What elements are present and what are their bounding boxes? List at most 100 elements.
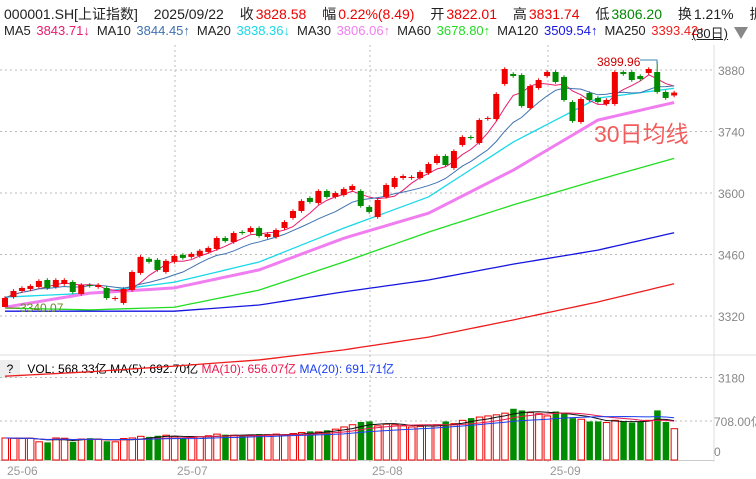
volume-bar — [35, 441, 43, 461]
volume-bar — [645, 419, 653, 461]
vol-axis-label: 0 — [714, 445, 721, 459]
candle — [154, 259, 161, 270]
volume-bar — [239, 435, 246, 460]
candle — [247, 227, 254, 232]
volume-bar — [281, 434, 289, 461]
ma-label: MA30 — [297, 23, 335, 38]
volume-bar — [247, 434, 255, 461]
candle — [594, 97, 601, 102]
turnover-label: 换 — [677, 6, 692, 22]
candle — [467, 136, 474, 139]
volume-bar — [510, 408, 517, 460]
ma-value-ma5: 3843.71↓ — [36, 23, 90, 38]
ma-value-ma120: 3509.54↑ — [543, 23, 598, 38]
candle — [86, 284, 93, 286]
candle — [27, 285, 34, 289]
volume-bar — [26, 437, 35, 461]
low-value: 3806.20 — [611, 6, 662, 22]
candle — [391, 177, 398, 187]
dropdown-triangle-icon[interactable] — [734, 27, 748, 39]
candle — [518, 75, 525, 106]
candle — [561, 76, 568, 101]
volume-bar — [467, 418, 475, 460]
volume-bar — [103, 441, 111, 460]
volume-bar — [86, 438, 94, 460]
candle — [603, 100, 610, 105]
volume-bar — [628, 422, 636, 460]
candle — [196, 250, 203, 256]
volume-bar — [145, 436, 153, 460]
ma-value-ma20: 3838.36↓ — [236, 23, 291, 38]
volume-bar — [60, 437, 69, 461]
candle — [417, 172, 424, 178]
help-button[interactable]: ? — [0, 360, 20, 378]
volume-bar — [577, 418, 585, 461]
candle — [442, 155, 449, 165]
index-code: 000001.SH[上证指数] — [4, 6, 138, 22]
vol-axis-label: 708.00亿 — [714, 414, 756, 429]
volume-bar — [662, 421, 670, 460]
candle — [281, 221, 288, 228]
candle — [408, 176, 415, 178]
volume-bar — [374, 425, 382, 461]
change-value: 0.22%(8.49) — [338, 6, 415, 22]
candle — [179, 254, 186, 258]
candle — [289, 210, 296, 218]
volume-bar — [348, 424, 357, 461]
candle — [476, 119, 483, 143]
vol-ma-line-10 — [4, 412, 675, 441]
volume-bar — [526, 412, 535, 461]
candle — [61, 279, 68, 284]
volume-bar — [654, 410, 661, 460]
ma-line-ma30 — [4, 101, 675, 309]
candle — [213, 237, 220, 249]
volume-bar — [323, 430, 331, 460]
y-axis-label: 3880 — [718, 64, 745, 78]
candle — [586, 93, 593, 101]
volume-bar — [637, 421, 644, 460]
y-axis-label: 3740 — [718, 126, 745, 140]
volume-bar — [213, 433, 221, 461]
ma-value-ma250: 3393.42↑ — [651, 23, 705, 38]
candle — [425, 164, 432, 173]
candle — [544, 72, 551, 77]
candle — [188, 253, 195, 257]
candle — [239, 231, 246, 233]
volume-bar — [306, 431, 314, 460]
turnover-value: 1.21% — [693, 6, 734, 22]
vol-ma10: MA(10): 656.07亿 — [201, 362, 297, 376]
candle — [501, 68, 508, 85]
volume-bar — [357, 421, 365, 460]
y-axis-label: 3600 — [718, 187, 745, 201]
candle — [2, 297, 8, 307]
candle — [577, 98, 584, 123]
candle — [527, 85, 534, 108]
candle — [366, 206, 373, 212]
high-marker-label: 3899.96 — [597, 55, 641, 69]
candle — [145, 258, 152, 262]
candle — [628, 72, 635, 81]
candle — [78, 284, 85, 294]
volume-bar — [340, 426, 348, 461]
candle — [349, 185, 356, 190]
x-axis-label: 25-07 — [177, 464, 208, 478]
candle — [222, 237, 229, 241]
ma-label: MA250 — [604, 23, 650, 38]
period-selector[interactable]: (80日) — [691, 26, 728, 41]
candle — [323, 190, 330, 197]
ma-label: MA20 — [196, 23, 235, 38]
volume-bar — [44, 442, 51, 460]
candle — [400, 176, 407, 178]
candle — [35, 280, 42, 287]
candle — [484, 117, 491, 119]
ma-legend: MA5 3843.71↓ MA10 3844.45↑ MA20 3838.36↓ MA… — [4, 23, 712, 38]
volume-bar — [586, 421, 593, 460]
candle — [129, 271, 136, 290]
y-axis-label: 3320 — [718, 310, 745, 324]
high-value: 3831.74 — [528, 6, 580, 22]
volume-bar — [442, 421, 449, 460]
ma-label: MA5 — [4, 23, 35, 38]
x-axis-label: 25-09 — [550, 464, 581, 478]
volume-bar — [256, 434, 263, 460]
